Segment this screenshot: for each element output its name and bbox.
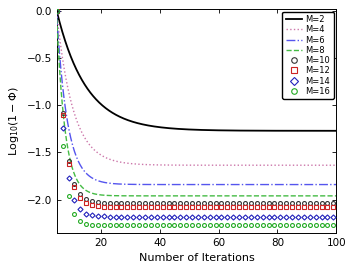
- Legend: M=2, M=4, M=6, M=8, M=10, M=12, M=14, M=16: M=2, M=4, M=6, M=8, M=10, M=12, M=14, M=…: [282, 12, 334, 99]
- Y-axis label: $\mathrm{Log}_{10}(1-\Phi)$: $\mathrm{Log}_{10}(1-\Phi)$: [7, 86, 21, 156]
- X-axis label: Number of Iterations: Number of Iterations: [139, 253, 255, 263]
